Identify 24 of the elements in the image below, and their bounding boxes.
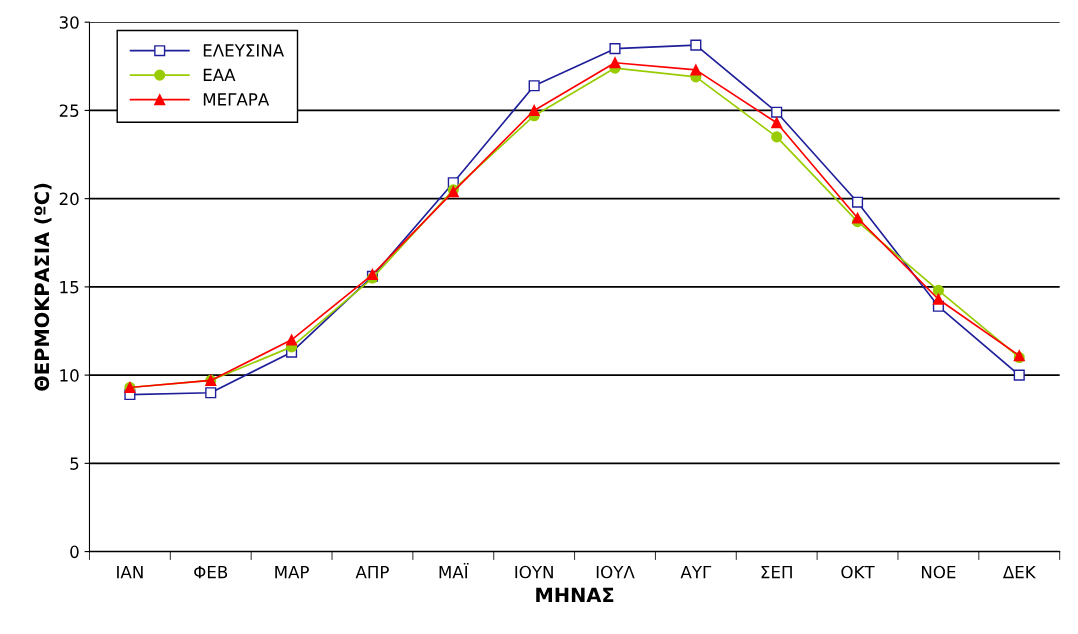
y-tick-label: 20 <box>59 192 79 206</box>
x-tick-label: ΟΚΤ <box>841 565 875 579</box>
x-tick-label: ΜΑΪ <box>439 562 469 579</box>
x-tick-label: ΜΑΡ <box>275 565 309 579</box>
x-tick-label: ΙΟΥΛ <box>596 565 635 579</box>
x-tick-label: ΝΟΕ <box>921 565 956 579</box>
x-tick-label: ΣΕΠ <box>761 565 792 579</box>
legend-label: ΜΕΓΑΡΑ <box>203 93 270 106</box>
y-tick-label: 15 <box>60 281 79 294</box>
x-tick-label: ΦΕΒ <box>194 565 228 579</box>
x-tick-label: ΑΠΡ <box>355 565 389 579</box>
y-tick-label: 0 <box>70 545 79 559</box>
x-tick-label: ΑΥΓ <box>680 565 712 579</box>
legend-label: ΕΛΕΥΣΙΝΑ <box>203 44 285 57</box>
y-tick-label: 5 <box>70 457 79 470</box>
y-tick-label: 10 <box>60 369 79 382</box>
y-tick-label: 30 <box>59 16 79 29</box>
y-tick-label: 25 <box>59 104 79 117</box>
x-tick-label: ΙΟΥΝ <box>515 565 553 579</box>
x-tick-label: ΔΕΚ <box>1002 565 1037 579</box>
x-tick-label: ΙΑΝ <box>117 565 143 579</box>
y-axis-title: ΘΕΡΜΟΚΡΑΣΙΑ (ºC) <box>34 183 52 391</box>
legend-label: ΕΑΑ <box>203 68 236 81</box>
x-axis-title: ΜΗΝΑΣ <box>536 587 614 602</box>
